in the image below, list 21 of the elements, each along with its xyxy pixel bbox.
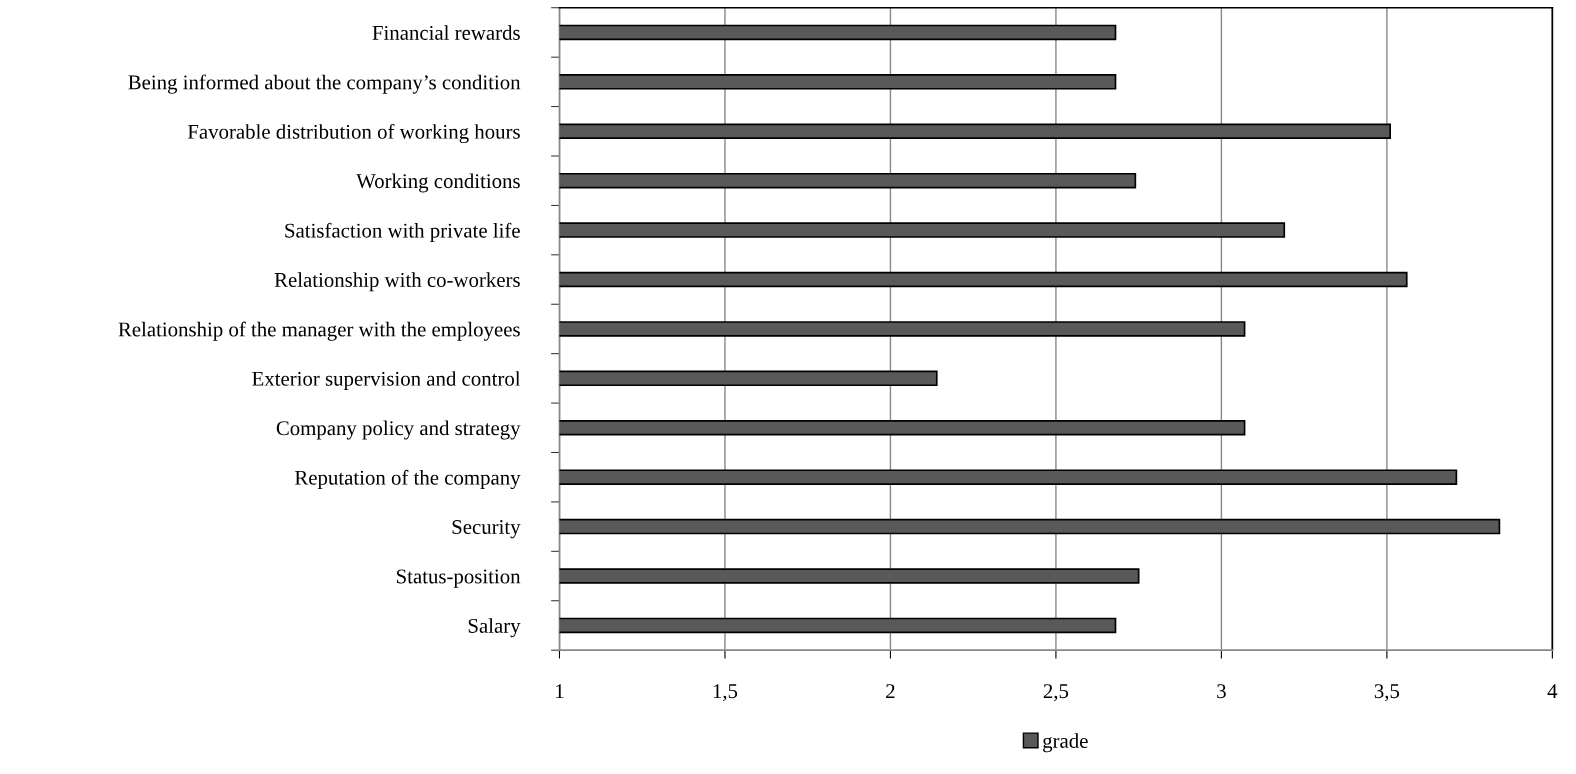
- legend-label: grade: [1043, 733, 1088, 753]
- y-tick-label: Relationship of the manager with the employees: [118, 321, 520, 341]
- x-tick-label: 2: [886, 684, 895, 698]
- y-tick-label: Company policy and strategy: [276, 420, 521, 440]
- y-tick-label: Financial rewards: [372, 25, 520, 40]
- x-tick-label: 4: [1547, 684, 1558, 698]
- x-tick-label: 2,5: [1043, 684, 1069, 702]
- y-tick-label: Favorable distribution of working hours: [187, 123, 520, 144]
- x-tick-label: 3: [1217, 684, 1226, 699]
- y-tick-label: Reputation of the company: [294, 469, 521, 490]
- y-tick-label: Salary: [468, 618, 521, 638]
- y-tick-label: Being informed about the company’s condition: [128, 74, 521, 94]
- x-tick-label: 1: [556, 684, 564, 698]
- y-tick-label: Relationship with co-workers: [274, 272, 520, 292]
- y-tick-label: Security: [452, 520, 521, 539]
- y-tick-label: Working conditions: [356, 173, 520, 193]
- y-tick-label: Status-position: [396, 569, 521, 588]
- y-tick-label: Satisfaction with private life: [285, 222, 520, 242]
- y-tick-label: Exterior supervision and control: [252, 371, 521, 391]
- x-tick-label: 3,5: [1374, 684, 1400, 702]
- x-tick-label: 1,5: [713, 684, 738, 702]
